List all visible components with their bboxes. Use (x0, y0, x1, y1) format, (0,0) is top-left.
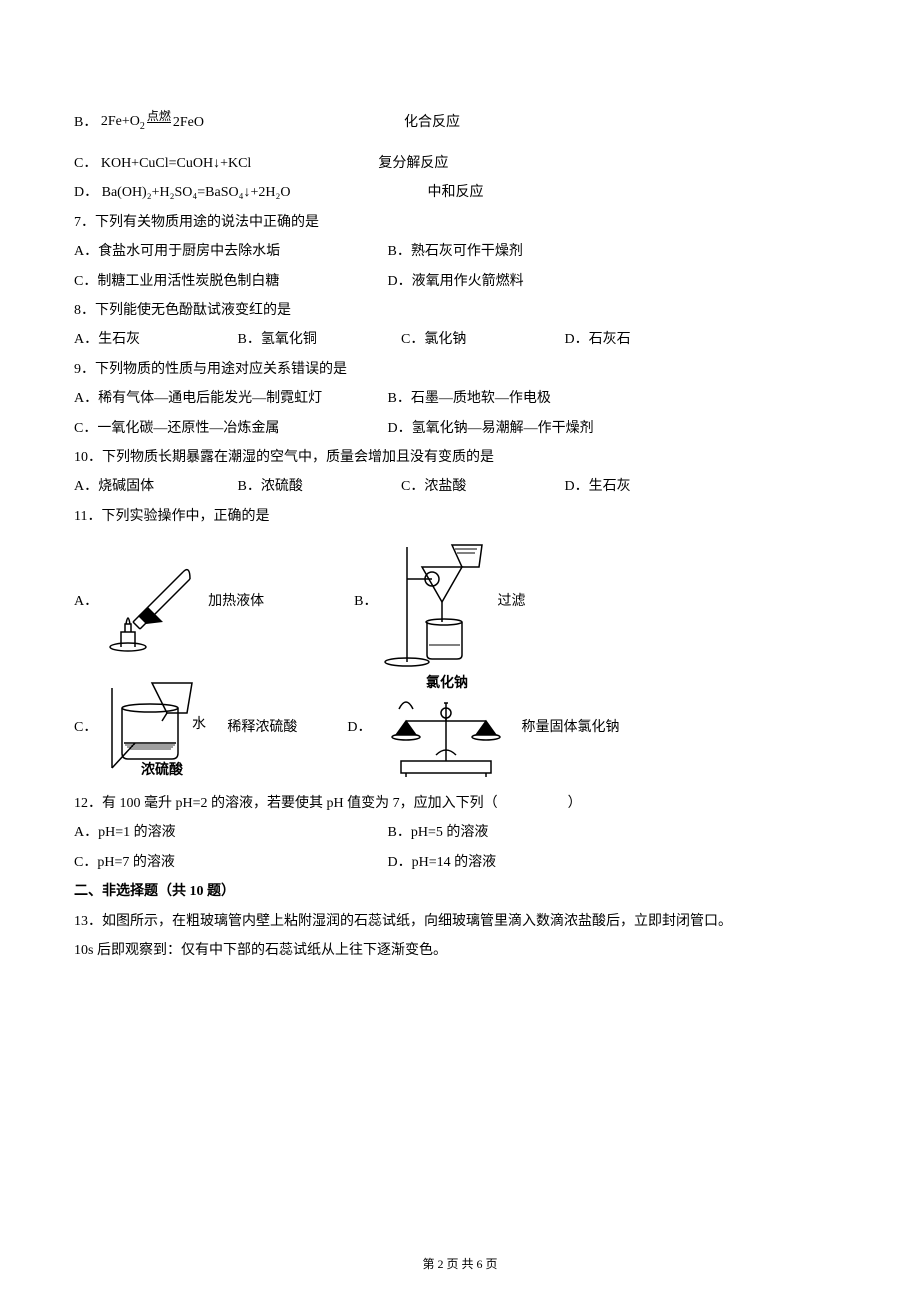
eq: KOH+CuCl=CuOH↓+KCl (101, 156, 251, 171)
filtration-icon (377, 537, 497, 667)
q11-row1: A． 加热液体 B． (74, 537, 846, 667)
q7-stem: 7．下列有关物质用途的说法中正确的是 (74, 208, 846, 237)
page-root: B． 2Fe+O2 点燃 2FeO 化合反应 C． KOH+CuCl=CuOH↓… (0, 0, 920, 1302)
label: C． (74, 156, 97, 171)
q8-A: A．生石灰 (74, 325, 234, 354)
eq-left: 2Fe+O2 (101, 112, 145, 134)
label: B． (74, 113, 97, 133)
q8-C: C．氯化钠 (401, 325, 561, 354)
q12-row2: C．pH=7 的溶液 D．pH=14 的溶液 (74, 848, 846, 877)
q8-D: D．石灰石 (565, 332, 631, 347)
q10-B: B．浓硫酸 (238, 472, 398, 501)
reaction-type: 中和反应 (428, 185, 484, 200)
q10-D: D．生石灰 (565, 479, 631, 494)
q11-C-label: C． (74, 713, 97, 742)
heating-liquid-icon (98, 552, 208, 652)
arrow-condition: 点燃 (147, 110, 171, 135)
q7-A: A．食盐水可用于厨房中去除水垢 (74, 237, 384, 266)
q10-C: C．浓盐酸 (401, 472, 561, 501)
reaction-type: 化合反应 (404, 113, 460, 133)
q11-A-caption: 加热液体 (208, 587, 264, 616)
q11-D-caption: 称量固体氯化钠 (521, 713, 619, 742)
q13-l1: 13．如图所示，在粗玻璃管内壁上粘附湿润的石蕊试纸，向细玻璃管里滴入数滴浓盐酸后… (74, 907, 846, 936)
q9-row2: C．一氧化碳—还原性—冶炼金属 D．氢氧化钠—易潮解—作干燥剂 (74, 414, 846, 443)
q7-D: D．液氧用作火箭燃料 (388, 274, 524, 289)
label: D． (74, 185, 98, 200)
svg-text:水: 水 (192, 716, 206, 732)
page-footer: 第 2 页 共 6 页 (0, 1255, 920, 1272)
q8-B: B．氢氧化铜 (238, 325, 398, 354)
q11-stem: 11．下列实验操作中，正确的是 (74, 502, 846, 531)
q11-C-caption: 稀释浓硫酸 (227, 713, 297, 742)
reaction-type: 复分解反应 (378, 156, 448, 171)
q11-B-caption: 过滤 (497, 587, 525, 616)
section2-heading: 二、非选择题（共 10 题） (74, 877, 846, 906)
q12-D: D．pH=14 的溶液 (388, 855, 497, 870)
q11-row2: C． 水 浓硫酸 稀释浓硫酸 D． 氯化钠 (74, 673, 846, 783)
q10-stem: 10．下列物质长期暴露在潮湿的空气中，质量会增加且没有变质的是 (74, 443, 846, 472)
q10-A: A．烧碱固体 (74, 472, 234, 501)
q12-A: A．pH=1 的溶液 (74, 818, 384, 847)
eq-right: 2FeO (173, 113, 204, 133)
q7-row2: C．制糖工业用活性炭脱色制白糖 D．液氧用作火箭燃料 (74, 267, 846, 296)
q12-row1: A．pH=1 的溶液 B．pH=5 的溶液 (74, 818, 846, 847)
q9-A: A．稀有气体—通电后能发光—制霓虹灯 (74, 384, 384, 413)
q12-C: C．pH=7 的溶液 (74, 848, 384, 877)
q9-stem: 9．下列物质的性质与用途对应关系错误的是 (74, 355, 846, 384)
q11-D-label: D． (347, 713, 371, 742)
q6-opt-b: B． 2Fe+O2 点燃 2FeO 化合反应 (74, 110, 846, 135)
balance-scale-icon: 氯化钠 (371, 673, 521, 783)
q8-stem: 8．下列能使无色酚酞试液变红的是 (74, 296, 846, 325)
q12-B: B．pH=5 的溶液 (388, 825, 489, 840)
q9-C: C．一氧化碳—还原性—冶炼金属 (74, 414, 384, 443)
q7-row1: A．食盐水可用于厨房中去除水垢 B．熟石灰可作干燥剂 (74, 237, 846, 266)
dilute-acid-icon: 水 浓硫酸 (97, 673, 227, 783)
eq: Ba(OH)₂+H₂SO₄=BaSO₄↓+2H₂O (102, 185, 291, 200)
svg-text:氯化钠: 氯化钠 (426, 674, 468, 691)
q10-opts: A．烧碱固体 B．浓硫酸 C．浓盐酸 D．生石灰 (74, 472, 846, 501)
q8-opts: A．生石灰 B．氢氧化铜 C．氯化钠 D．石灰石 (74, 325, 846, 354)
q6-opt-c: C． KOH+CuCl=CuOH↓+KCl 复分解反应 (74, 149, 846, 178)
q9-row1: A．稀有气体—通电后能发光—制霓虹灯 B．石墨—质地软—作电极 (74, 384, 846, 413)
q11-B-label: B． (354, 587, 377, 616)
svg-text:浓硫酸: 浓硫酸 (141, 761, 184, 778)
q12-stem: 12．有 100 毫升 pH=2 的溶液，若要使其 pH 值变为 7，应加入下列… (74, 789, 846, 818)
q7-C: C．制糖工业用活性炭脱色制白糖 (74, 267, 384, 296)
q9-B: B．石墨—质地软—作电极 (388, 391, 551, 406)
q7-B: B．熟石灰可作干燥剂 (388, 244, 523, 259)
q9-D: D．氢氧化钠—易潮解—作干燥剂 (388, 421, 594, 436)
q6-opt-d: D． Ba(OH)₂+H₂SO₄=BaSO₄↓+2H₂O 中和反应 (74, 178, 846, 207)
q11-A-label: A． (74, 587, 98, 616)
q13-l2: 10s 后即观察到：仅有中下部的石蕊试纸从上往下逐渐变色。 (74, 936, 846, 965)
